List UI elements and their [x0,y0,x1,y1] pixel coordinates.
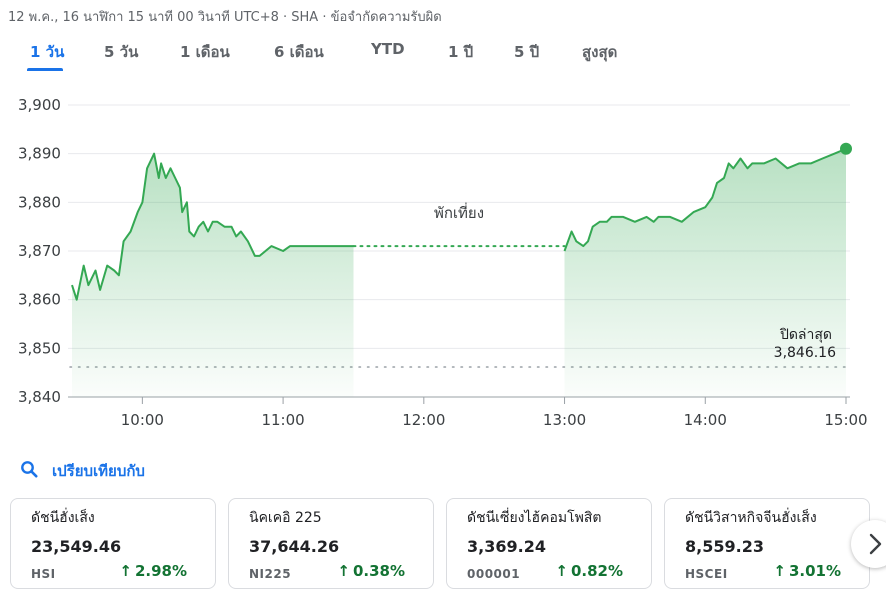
tab-1-year[interactable]: 1 ปี [448,43,474,61]
index-change-value: 0.82% [570,562,623,580]
series-line [71,152,354,301]
tab-5-day[interactable]: 5 วัน [104,43,139,61]
index-symbol: NI225 [249,567,292,581]
x-tick-label: 11:00 [261,411,304,429]
range-tabs: 1 วัน 5 วัน 1 เดือน 6 เดือน YTD 1 ปี 5 ป… [0,40,660,71]
y-tick-label: 3,900 [18,96,61,114]
lunch-break-label: พักเที่ยง [434,202,484,222]
series-line [563,147,847,252]
series-area [72,153,354,397]
index-card[interactable]: นิคเคอิ 225 37,644.26 NI225 ↑ 0.38% [228,498,434,589]
tab-1-day[interactable]: 1 วัน [30,43,65,61]
index-name: ดัชนีฮั่งเส็ง [31,510,95,526]
y-tick-label: 3,840 [18,388,61,406]
index-symbol: HSI [31,567,56,581]
y-tick-label: 3,890 [18,145,61,163]
index-card[interactable]: ดัชนีฮั่งเส็ง 23,549.46 HSI ↑ 2.98% [10,498,216,589]
y-tick-label: 3,860 [18,291,61,309]
index-change: ↑ 0.38% [337,562,405,580]
tab-5-year[interactable]: 5 ปี [514,43,540,61]
index-change: ↑ 3.01% [773,562,841,580]
index-change-value: 3.01% [788,562,841,580]
y-tick-label: 3,880 [18,193,61,211]
x-tick-label: 12:00 [402,411,445,429]
index-value: 8,559.23 [685,537,764,556]
x-tick-label: 13:00 [543,411,586,429]
index-symbol: 000001 [467,567,521,581]
index-name: ดัชนีวิสาหกิจจีนฮั่งเส็ง [685,510,817,526]
search-icon [20,460,38,482]
y-tick-label: 3,870 [18,242,61,260]
y-tick-label: 3,850 [18,339,61,357]
arrow-up-icon: ↑ [119,562,132,580]
x-tick-label: 10:00 [121,411,164,429]
active-tab-indicator [27,68,63,71]
index-change-value: 0.38% [352,562,405,580]
tab-1-month[interactable]: 1 เดือน [180,43,230,61]
next-cards-button[interactable] [851,520,886,568]
index-change: ↑ 0.82% [555,562,623,580]
index-name: นิคเคอิ 225 [249,510,322,526]
index-value: 3,369.24 [467,537,546,556]
chevron-right-icon [869,533,882,555]
index-change-value: 2.98% [134,562,187,580]
x-tick-label: 15:00 [824,411,867,429]
index-change: ↑ 2.98% [119,562,187,580]
tab-max[interactable]: สูงสุด [582,43,618,61]
price-chart[interactable]: 3,900 3,890 3,880 3,870 3,860 3,850 3,840 10:00… [0,92,886,437]
previous-close-value: 3,846.16 [774,345,836,361]
x-tick-label: 14:00 [684,411,727,429]
index-name: ดัชนีเซี่ยงไฮ้คอมโพสิต [467,510,602,526]
arrow-up-icon: ↑ [555,562,568,580]
arrow-up-icon: ↑ [773,562,786,580]
tab-ytd[interactable]: YTD [371,40,405,58]
index-symbol: HSCEI [685,567,728,581]
index-card[interactable]: ดัชนีเซี่ยงไฮ้คอมโพสิต 3,369.24 000001 ↑… [446,498,652,589]
previous-close-label: ปิดล่าสุด [779,327,832,343]
arrow-up-icon: ↑ [337,562,350,580]
compare-label: เปรียบเทียบกับ [52,462,145,480]
compare-button[interactable]: เปรียบเทียบกับ [20,459,145,483]
index-value: 23,549.46 [31,537,122,556]
latest-price-dot [840,142,852,155]
index-value: 37,644.26 [249,537,340,556]
tab-6-month[interactable]: 6 เดือน [274,43,324,61]
quote-timestamp-disclaimer: 12 พ.ค., 16 นาฬิกา 15 นาที 00 วินาที UTC… [8,10,442,25]
series-area [564,148,846,397]
index-card[interactable]: ดัชนีวิสาหกิจจีนฮั่งเส็ง 8,559.23 HSCEI … [664,498,870,589]
